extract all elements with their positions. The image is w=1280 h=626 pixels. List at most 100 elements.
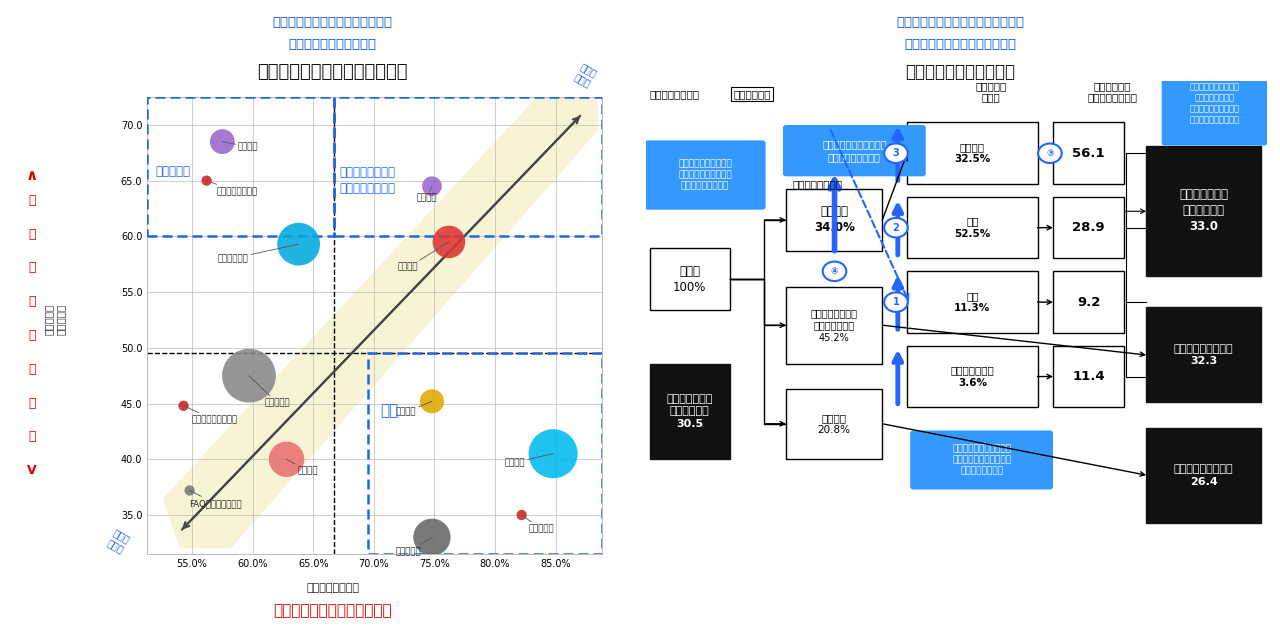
Text: 製品機能性: 製品機能性 [250,376,291,408]
Circle shape [884,292,908,312]
Point [439,237,460,247]
Text: ドライバー
満足度: ドライバー 満足度 [975,81,1006,103]
Text: V: V [27,464,37,477]
Text: み: み [28,228,36,240]
Text: 差別化された強み
理想のポジション: 差別化された強み 理想のポジション [340,166,396,195]
Text: 電話サポート: 電話サポート [733,90,771,99]
Text: 保守点検: 保守点検 [504,454,553,467]
Text: ＜ドライバーマッピング分析＞: ＜ドライバーマッピング分析＞ [257,63,408,81]
FancyBboxPatch shape [1146,428,1261,523]
Text: 強: 強 [28,194,36,207]
Text: ドライバーの強みの把握: ドライバーの強みの把握 [289,38,376,51]
FancyBboxPatch shape [1053,346,1124,408]
Point [173,401,193,411]
Point [212,136,233,146]
Text: 告知やベネフィットを
理解させることで、体
験率の向上を目指す: 告知やベネフィットを 理解させることで、体 験率の向上を目指す [678,160,732,191]
Text: ャ: ャ [28,397,36,409]
Text: ドライバー
－琴線感度: ドライバー －琴線感度 [44,304,65,335]
Polygon shape [163,86,598,548]
Text: ドライバーマッピング分析による: ドライバーマッピング分析による [273,16,393,29]
Text: シ: シ [28,363,36,376]
Text: 潜在的強み: 潜在的強み [156,165,191,178]
FancyBboxPatch shape [1146,145,1261,277]
Text: ＜個別ドライバー分析＞: ＜個別ドライバー分析＞ [905,63,1015,81]
Text: FAQ（セルフ検索）: FAQ（セルフ検索） [189,491,242,508]
Text: 普通
11.3%: 普通 11.3% [954,291,991,313]
Point [421,181,442,191]
Text: 2: 2 [892,223,900,233]
FancyBboxPatch shape [1146,307,1261,402]
Text: 個別ドライバーの詳細分析を通した: 個別ドライバーの詳細分析を通した [896,16,1024,29]
Text: チャットボット対応: チャットボット対応 [183,406,238,424]
Text: 強み度
が高い: 強み度 が高い [572,61,599,89]
Text: 1: 1 [892,297,900,307]
Text: 有人チャット対応: 有人チャット対応 [206,181,257,196]
FancyBboxPatch shape [783,125,925,177]
Point [421,532,442,542]
Text: 3: 3 [892,148,900,158]
Text: ネガティブ体験を減らし
不満を解消することで満
足度向上を目指す: ネガティブ体験を減らし 不満を解消することで満 足度向上を目指す [952,444,1011,476]
Text: 9.2: 9.2 [1076,295,1101,309]
FancyBboxPatch shape [645,140,765,210]
Text: 製品先進性: 製品先進性 [396,537,431,556]
Text: 製品品質: 製品品質 [287,459,317,476]
Text: 28.9: 28.9 [1073,221,1105,234]
Circle shape [884,143,908,163]
FancyBboxPatch shape [649,248,730,310]
Text: ロイヤルティスコア
26.4: ロイヤルティスコア 26.4 [1174,464,1234,486]
Bar [367,354,602,554]
Text: ∧: ∧ [26,168,38,183]
Point [543,449,563,459]
Text: 提案営業: 提案営業 [396,401,431,417]
Text: ル: ル [28,431,36,443]
Text: ③: ③ [1046,149,1053,158]
Point [239,371,260,381]
Text: 不満＋大変不満
3.6%: 不満＋大変不満 3.6% [951,366,995,387]
Text: 修理サポート: 修理サポート [218,244,298,263]
FancyBboxPatch shape [908,271,1038,333]
Text: 11.4: 11.4 [1073,370,1105,383]
Text: ユーザ会: ユーザ会 [416,186,436,203]
Point [288,239,308,249]
Text: ポジティブ体験を増やし
満足度向上を目指す: ポジティブ体験を増やし 満足度向上を目指す [822,140,887,162]
Point [512,510,532,520]
FancyBboxPatch shape [786,389,882,459]
Text: サービス品質の変化や
感動体験を増やし
満足レベルの質（感動
度合い）向上を目指す: サービス品質の変化や 感動体験を増やし 満足レベルの質（感動 度合い）向上を目指… [1189,82,1239,125]
Circle shape [1038,143,1061,163]
Text: セミナー: セミナー [223,141,259,151]
Text: 大変満足
32.5%: 大変満足 32.5% [954,142,991,165]
Text: 体験者のロイヤ
ルティスコア
33.0: 体験者のロイヤ ルティスコア 33.0 [1179,188,1228,233]
FancyBboxPatch shape [908,123,1038,184]
Text: 対象ドライバー：: 対象ドライバー： [649,90,699,99]
Text: 体験した
34.0%: 体験した 34.0% [814,205,855,235]
Circle shape [823,262,846,281]
Text: 知らない
20.8%: 知らない 20.8% [818,413,851,435]
Text: ドライバー体験率: ドライバー体験率 [792,179,842,189]
Text: 全顧客のロイヤ
ルティスコア
30.5: 全顧客のロイヤ ルティスコア 30.5 [667,394,713,429]
Text: ④: ④ [831,267,838,276]
Point [196,176,216,186]
Point [179,486,200,496]
FancyBboxPatch shape [908,346,1038,408]
Text: ロイヤルティ
スコア（影響度）: ロイヤルティ スコア（影響度） [1087,81,1137,103]
Text: 強み度
が低い: 強み度 が低い [105,528,132,555]
Circle shape [884,218,908,237]
FancyBboxPatch shape [1162,61,1267,145]
FancyBboxPatch shape [786,287,882,364]
Bar [334,97,602,237]
FancyBboxPatch shape [1053,197,1124,259]
Text: ポ: ポ [28,262,36,274]
FancyBboxPatch shape [786,189,882,251]
Bar [147,97,334,237]
Text: 電話対応: 電話対応 [398,242,449,272]
FancyBboxPatch shape [1053,271,1124,333]
Text: ロイヤルティ向上への示唆出し: ロイヤルティ向上への示唆出し [904,38,1016,51]
FancyBboxPatch shape [649,364,730,459]
Text: ドライバー満足度: ドライバー満足度 [306,583,360,593]
Text: 56.1: 56.1 [1073,146,1105,160]
Text: お客様
100%: お客様 100% [673,265,707,294]
Text: ロイヤルティスコア
32.3: ロイヤルティスコア 32.3 [1174,344,1234,366]
Point [421,396,442,406]
Point [276,454,297,464]
Text: 知っているが体験
したことはない
45.2%: 知っているが体験 したことはない 45.2% [810,308,858,342]
